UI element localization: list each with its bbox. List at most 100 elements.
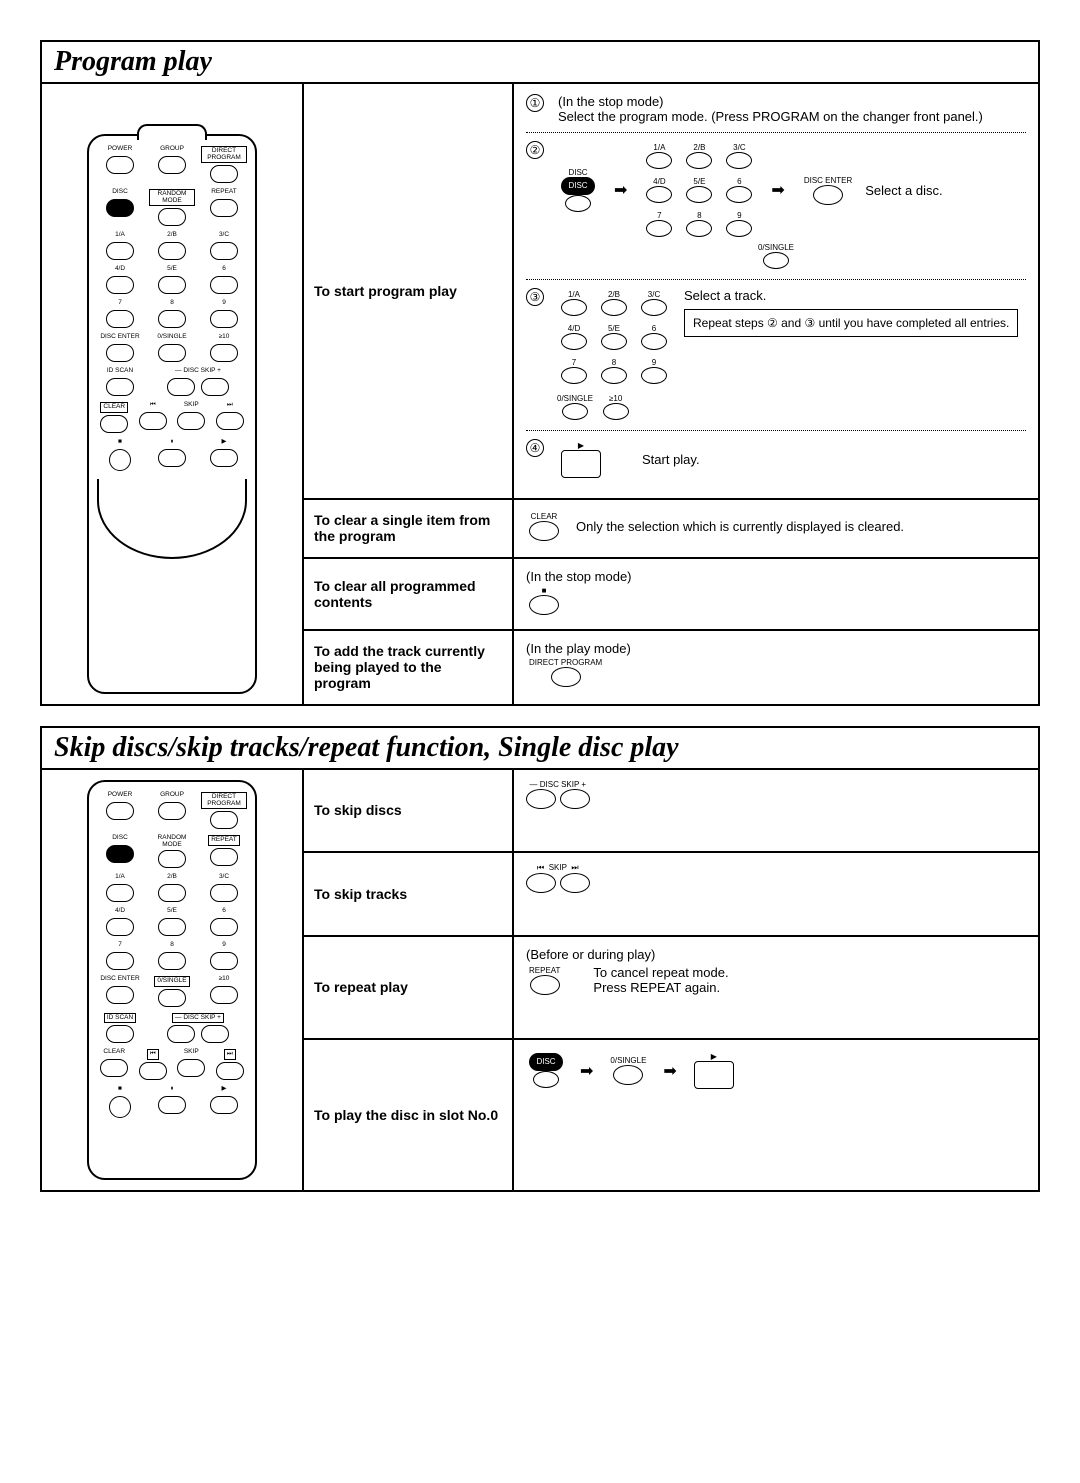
remote-button[interactable] — [106, 310, 134, 328]
remote-button[interactable] — [210, 811, 238, 829]
remote-button[interactable] — [106, 845, 134, 863]
remote-button[interactable] — [158, 344, 186, 362]
remote-button[interactable] — [106, 986, 134, 1004]
remote-button[interactable] — [106, 276, 134, 294]
keypad-button[interactable] — [646, 152, 672, 169]
remote-button[interactable] — [210, 952, 238, 970]
repeat-mode: (Before or during play) — [526, 947, 1026, 962]
remote-button[interactable] — [106, 1025, 134, 1043]
keypad-button[interactable] — [561, 333, 587, 350]
disc-oval[interactable] — [533, 1071, 559, 1088]
remote-button[interactable] — [106, 952, 134, 970]
skip-next-button[interactable] — [560, 873, 590, 893]
keypad-button[interactable] — [646, 186, 672, 203]
remote-button[interactable] — [158, 989, 186, 1007]
remote-button[interactable] — [100, 1059, 128, 1077]
remote-button[interactable] — [109, 449, 131, 471]
remote-button[interactable] — [158, 884, 186, 902]
remote-button[interactable] — [158, 156, 186, 174]
remote-button[interactable] — [210, 1096, 238, 1114]
clear-button[interactable] — [529, 521, 559, 541]
remote-button[interactable] — [158, 1096, 186, 1114]
remote-button[interactable] — [177, 412, 205, 430]
keypad-button[interactable] — [561, 299, 587, 316]
remote-button[interactable] — [100, 415, 128, 433]
remote-button[interactable] — [177, 1059, 205, 1077]
skip-prev-button[interactable] — [526, 873, 556, 893]
remote-button[interactable] — [201, 1025, 229, 1043]
remote-button[interactable] — [158, 276, 186, 294]
play-button[interactable] — [561, 450, 601, 478]
remote-button[interactable] — [210, 848, 238, 866]
disc-skip-minus-button[interactable] — [526, 789, 556, 809]
remote-button[interactable] — [210, 986, 238, 1004]
remote-button[interactable] — [106, 918, 134, 936]
remote-button[interactable] — [210, 276, 238, 294]
remote-button[interactable] — [210, 884, 238, 902]
disc-button[interactable]: DISC — [561, 177, 595, 195]
disc-enter-button[interactable] — [813, 185, 843, 205]
keypad-button[interactable] — [641, 299, 667, 316]
remote-button[interactable] — [216, 1062, 244, 1080]
remote-button[interactable] — [158, 449, 186, 467]
play-button[interactable] — [694, 1061, 734, 1089]
remote-button[interactable] — [210, 310, 238, 328]
remote-button[interactable] — [158, 242, 186, 260]
stop-symbol: ■ — [542, 586, 547, 595]
remote-button[interactable] — [106, 884, 134, 902]
remote-button[interactable] — [167, 1025, 195, 1043]
remote-button[interactable] — [106, 156, 134, 174]
keypad-button[interactable] — [601, 367, 627, 384]
disc-oval[interactable] — [565, 195, 591, 212]
keypad-button[interactable] — [686, 152, 712, 169]
remote-button[interactable] — [158, 952, 186, 970]
keypad-button[interactable] — [601, 333, 627, 350]
step-4-text: Start play. — [642, 452, 700, 467]
stop-button[interactable] — [529, 595, 559, 615]
single-button[interactable] — [613, 1065, 643, 1085]
direct-program-button[interactable] — [551, 667, 581, 687]
disc-skip-plus-button[interactable] — [560, 789, 590, 809]
single-button[interactable] — [562, 403, 588, 420]
remote-button[interactable] — [106, 199, 134, 217]
remote-button[interactable] — [158, 208, 186, 226]
keypad-button[interactable] — [646, 220, 672, 237]
remote-button[interactable] — [106, 378, 134, 396]
op-repeat: To repeat play — [302, 935, 512, 1039]
remote-button[interactable] — [158, 802, 186, 820]
remote-button[interactable] — [210, 199, 238, 217]
remote-button-label: ⏮ — [147, 1049, 159, 1060]
single-button[interactable] — [763, 252, 789, 269]
keypad-button[interactable] — [686, 186, 712, 203]
remote-button[interactable] — [210, 918, 238, 936]
keypad-label: 5/E — [608, 324, 620, 333]
remote-button[interactable] — [106, 802, 134, 820]
keypad-button[interactable] — [726, 220, 752, 237]
keypad-button[interactable] — [686, 220, 712, 237]
remote-button[interactable] — [210, 344, 238, 362]
gte10-button[interactable] — [603, 403, 629, 420]
remote-button[interactable] — [106, 242, 134, 260]
remote-button[interactable] — [201, 378, 229, 396]
remote-button[interactable] — [210, 449, 238, 467]
remote-button[interactable] — [216, 412, 244, 430]
remote-button-label: ▶ — [222, 439, 227, 447]
remote-button[interactable] — [158, 850, 186, 868]
remote-button[interactable] — [210, 242, 238, 260]
repeat-button[interactable] — [530, 975, 560, 995]
keypad-button[interactable] — [641, 333, 667, 350]
keypad-button[interactable] — [561, 367, 587, 384]
remote-button[interactable] — [210, 165, 238, 183]
remote-button[interactable] — [158, 310, 186, 328]
keypad-button[interactable] — [641, 367, 667, 384]
remote-button[interactable] — [167, 378, 195, 396]
keypad-button[interactable] — [726, 152, 752, 169]
remote-button[interactable] — [139, 1062, 167, 1080]
remote-button[interactable] — [139, 412, 167, 430]
keypad-button[interactable] — [601, 299, 627, 316]
remote-button[interactable] — [109, 1096, 131, 1118]
keypad-button[interactable] — [726, 186, 752, 203]
disc-button[interactable]: DISC — [529, 1053, 563, 1071]
remote-button[interactable] — [106, 344, 134, 362]
remote-button[interactable] — [158, 918, 186, 936]
